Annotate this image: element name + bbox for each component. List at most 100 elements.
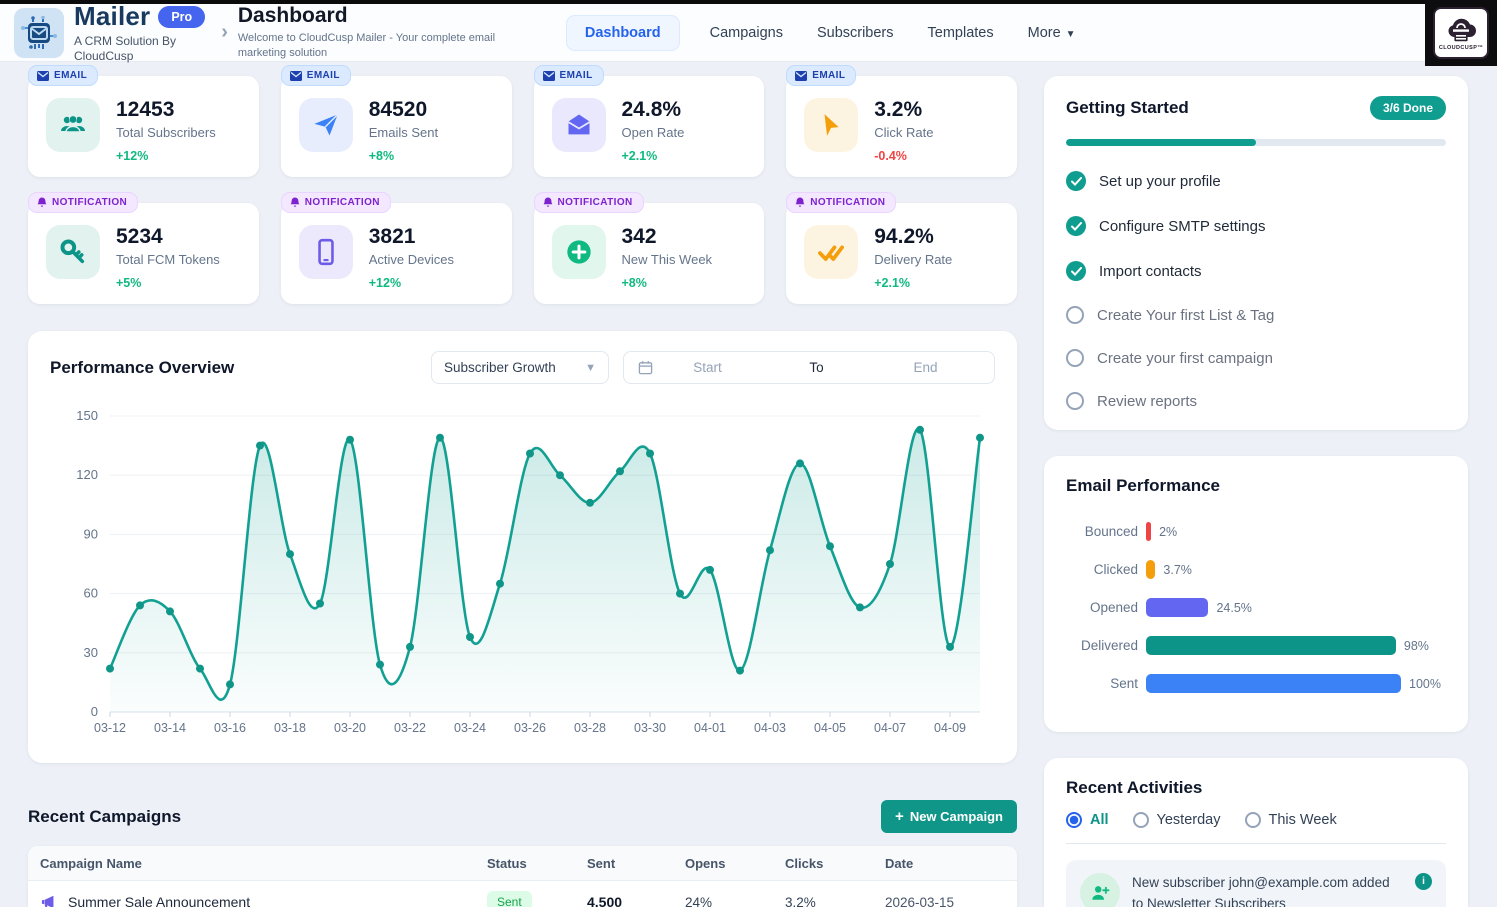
data-point[interactable] <box>676 590 684 598</box>
stat-card-new-this-week[interactable]: NOTIFICATION 342 New This Week +8% <box>534 203 765 304</box>
x-tick-label: 04-07 <box>874 721 906 735</box>
data-point[interactable] <box>586 499 594 507</box>
done-count-badge: 3/6 Done <box>1370 96 1446 120</box>
left-column: EMAIL 12453 Total Subscribers +12% EMAIL… <box>28 76 1017 907</box>
stat-label: Click Rate <box>874 125 933 140</box>
stat-change: +2.1% <box>622 149 685 163</box>
checklist-item-campaign[interactable]: Create your first campaign <box>1066 349 1446 367</box>
plus-icon: + <box>895 808 904 825</box>
checklist-item-profile[interactable]: Set up your profile <box>1066 171 1446 191</box>
col-clicks: Clicks <box>785 856 885 871</box>
data-point[interactable] <box>166 607 174 615</box>
filter-this-week[interactable]: This Week <box>1245 812 1337 828</box>
date-end-input[interactable]: End <box>871 360 980 375</box>
x-tick-label: 03-14 <box>154 721 186 735</box>
data-point[interactable] <box>796 459 804 467</box>
nav-campaigns[interactable]: Campaigns <box>706 16 787 50</box>
checklist-item-list-tag[interactable]: Create Your first List & Tag <box>1066 306 1446 324</box>
x-tick-label: 03-22 <box>394 721 426 735</box>
activity-item[interactable]: New subscriber john@example.com added to… <box>1066 860 1446 907</box>
table-row[interactable]: Summer Sale Announcement Sent 4,500 24% … <box>28 881 1017 907</box>
campaigns-table-header: Campaign Name Status Sent Opens Clicks D… <box>28 846 1017 881</box>
corner-dark-patch: CLOUDCUSP™ <box>1425 0 1497 66</box>
data-point[interactable] <box>976 434 984 442</box>
data-point[interactable] <box>346 436 354 444</box>
date-start-input[interactable]: Start <box>653 360 762 375</box>
y-tick-label: 120 <box>76 467 98 482</box>
filter-all[interactable]: All <box>1066 812 1109 828</box>
empty-circle-icon <box>1066 392 1084 410</box>
stat-card-click-rate[interactable]: EMAIL 3.2% Click Rate -0.4% <box>786 76 1017 177</box>
nav-dashboard[interactable]: Dashboard <box>566 15 680 51</box>
date-range-picker[interactable]: Start To End <box>623 351 995 384</box>
subscriber-growth-chart[interactable]: 030609012015003-1203-1403-1603-1803-2003… <box>50 394 995 751</box>
data-point[interactable] <box>616 467 624 475</box>
data-point[interactable] <box>316 600 324 608</box>
envelope-icon <box>795 71 807 81</box>
checklist-item-import[interactable]: Import contacts <box>1066 261 1446 281</box>
new-campaign-button[interactable]: + New Campaign <box>881 800 1017 833</box>
key-icon <box>46 225 100 279</box>
x-tick-label: 03-30 <box>634 721 666 735</box>
stat-label: Open Rate <box>622 125 685 140</box>
data-point[interactable] <box>226 680 234 688</box>
data-point[interactable] <box>406 643 414 651</box>
nav-more[interactable]: More▼ <box>1024 16 1080 50</box>
cursor-icon <box>804 98 858 152</box>
data-point[interactable] <box>196 665 204 673</box>
area-fill <box>110 429 980 712</box>
data-point[interactable] <box>106 665 114 673</box>
data-point[interactable] <box>736 667 744 675</box>
stat-card-open-rate[interactable]: EMAIL 24.8% Open Rate +2.1% <box>534 76 765 177</box>
bell-icon <box>795 197 805 208</box>
stat-value: 12453 <box>116 98 216 122</box>
cloudcusp-logo-label: CLOUDCUSP™ <box>1439 45 1483 51</box>
recent-activities-title: Recent Activities <box>1066 778 1446 798</box>
brand[interactable]: Mailer Pro A CRM Solution By CloudCusp <box>14 1 205 64</box>
data-point[interactable] <box>856 603 864 611</box>
nav-subscribers[interactable]: Subscribers <box>813 16 898 50</box>
data-point[interactable] <box>286 550 294 558</box>
data-point[interactable] <box>646 450 654 458</box>
notification-badge: NOTIFICATION <box>786 192 896 213</box>
stat-label: Delivery Rate <box>874 252 952 267</box>
divider <box>1066 843 1446 844</box>
data-point[interactable] <box>526 450 534 458</box>
data-point[interactable] <box>136 601 144 609</box>
campaign-sent: 4,500 <box>587 894 685 907</box>
stat-card-fcm-tokens[interactable]: NOTIFICATION 5234 Total FCM Tokens +5% <box>28 203 259 304</box>
stat-card-active-devices[interactable]: NOTIFICATION 3821 Active Devices +12% <box>281 203 512 304</box>
data-point[interactable] <box>946 643 954 651</box>
data-point[interactable] <box>496 580 504 588</box>
radio-selected-icon <box>1066 812 1082 828</box>
info-icon[interactable]: i <box>1415 873 1432 890</box>
email-performance-chart: Bounced2% Clicked3.7% Opened24.5% Delive… <box>1066 522 1446 693</box>
email-badge: EMAIL <box>786 65 856 86</box>
nav-templates[interactable]: Templates <box>924 16 998 50</box>
stat-card-delivery-rate[interactable]: NOTIFICATION 94.2% Delivery Rate +2.1% <box>786 203 1017 304</box>
envelope-circuit-icon <box>21 16 57 50</box>
data-point[interactable] <box>886 560 894 568</box>
mail-open-icon <box>552 98 606 152</box>
page-title: Dashboard <box>238 4 506 28</box>
main-nav: Dashboard Campaigns Subscribers Template… <box>566 15 1080 51</box>
data-point[interactable] <box>826 542 834 550</box>
data-point[interactable] <box>706 566 714 574</box>
stat-card-total-subscribers[interactable]: EMAIL 12453 Total Subscribers +12% <box>28 76 259 177</box>
stat-card-emails-sent[interactable]: EMAIL 84520 Emails Sent +8% <box>281 76 512 177</box>
checklist-item-reports[interactable]: Review reports <box>1066 392 1446 410</box>
data-point[interactable] <box>556 471 564 479</box>
data-point[interactable] <box>916 426 924 434</box>
metric-select[interactable]: Subscriber Growth ▼ <box>431 351 609 384</box>
data-point[interactable] <box>466 633 474 641</box>
data-point[interactable] <box>766 546 774 554</box>
data-point[interactable] <box>436 434 444 442</box>
recent-campaigns-header: Recent Campaigns + New Campaign <box>28 800 1017 833</box>
data-point[interactable] <box>376 661 384 669</box>
checklist-item-smtp[interactable]: Configure SMTP settings <box>1066 216 1446 236</box>
users-icon <box>46 98 100 152</box>
stat-value: 342 <box>622 225 713 249</box>
filter-yesterday[interactable]: Yesterday <box>1133 812 1221 828</box>
chevron-down-icon: ▼ <box>1066 29 1076 40</box>
data-point[interactable] <box>256 442 264 450</box>
